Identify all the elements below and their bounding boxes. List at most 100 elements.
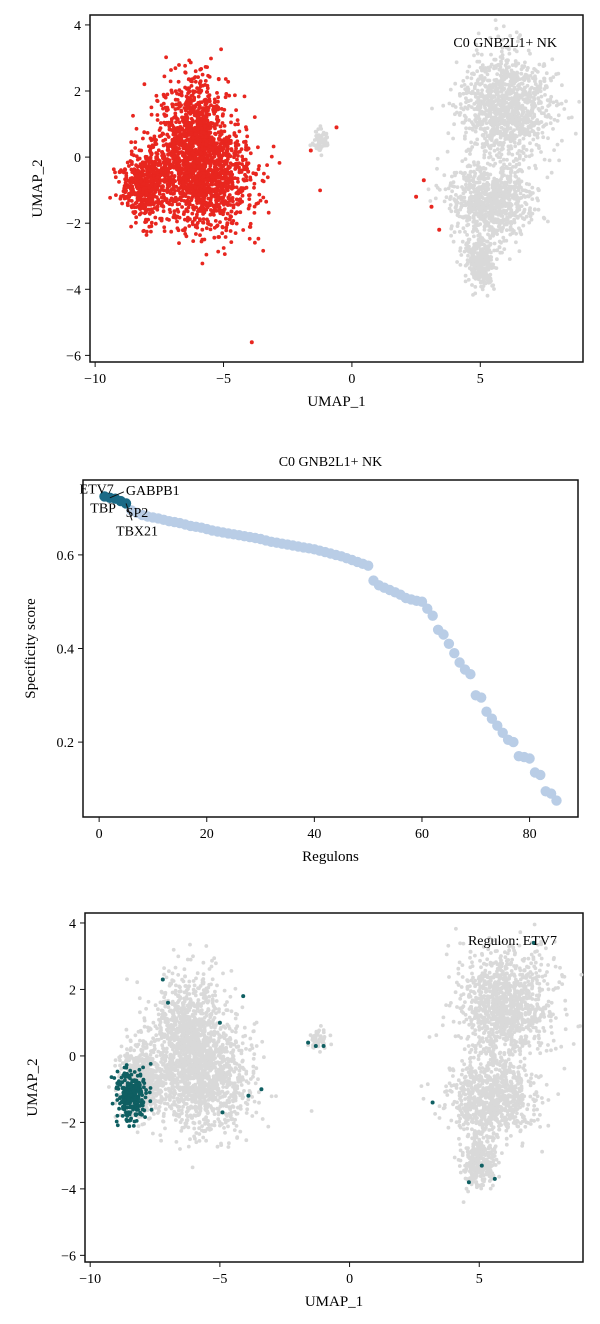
highlighted-cell bbox=[169, 119, 174, 124]
background-cell bbox=[519, 195, 524, 200]
background-cell bbox=[573, 131, 578, 136]
highlighted-cell bbox=[172, 165, 177, 170]
highlighted-cell bbox=[194, 232, 198, 236]
background-cell bbox=[482, 149, 487, 154]
background-cell bbox=[488, 241, 493, 246]
highlighted-cell bbox=[180, 115, 184, 120]
background-cell bbox=[498, 170, 503, 175]
background-cell bbox=[468, 170, 473, 175]
highlighted-cell bbox=[149, 138, 154, 143]
background-cell bbox=[501, 24, 506, 29]
highlighted-cell bbox=[222, 162, 227, 167]
highlighted-cell bbox=[235, 157, 239, 162]
highlighted-cell bbox=[154, 138, 159, 142]
regulon-point bbox=[508, 736, 519, 748]
highlighted-cell bbox=[214, 208, 219, 213]
highlighted-cell bbox=[188, 162, 193, 167]
highlighted-cell bbox=[131, 180, 135, 185]
background-cell bbox=[475, 167, 480, 172]
background-cell bbox=[535, 133, 539, 138]
highlighted-cell bbox=[172, 141, 177, 146]
background-cell bbox=[458, 246, 463, 251]
x-tick-label: 40 bbox=[307, 827, 321, 842]
background-cell bbox=[519, 232, 524, 237]
background-cell bbox=[548, 115, 553, 120]
highlighted-cell bbox=[199, 89, 203, 93]
background-cell bbox=[471, 71, 475, 76]
highlighted-cell bbox=[165, 217, 170, 221]
highlighted-cell bbox=[209, 103, 213, 107]
highlighted-cell bbox=[121, 194, 126, 199]
background-cell bbox=[522, 207, 527, 212]
background-cell bbox=[501, 201, 506, 206]
background-cell bbox=[502, 247, 507, 252]
background-cell bbox=[498, 129, 503, 134]
background-cell bbox=[460, 239, 465, 244]
highlighted-cell bbox=[197, 104, 202, 108]
background-cell bbox=[527, 124, 531, 129]
highlighted-cell bbox=[197, 192, 201, 197]
background-cell bbox=[530, 116, 535, 120]
highlighted-cell bbox=[192, 178, 196, 183]
background-cell bbox=[499, 59, 503, 64]
highlighted-cell bbox=[203, 65, 208, 69]
highlighted-cell bbox=[157, 192, 162, 196]
background-cell bbox=[476, 176, 481, 181]
background-cell bbox=[463, 136, 467, 141]
highlighted-cell bbox=[149, 229, 153, 234]
background-cell bbox=[480, 215, 485, 220]
highlighted-cell bbox=[117, 180, 121, 184]
background-cell bbox=[514, 202, 518, 206]
background-cell bbox=[497, 222, 502, 227]
highlighted-cell bbox=[152, 170, 156, 175]
highlighted-cell bbox=[229, 214, 234, 219]
background-cell bbox=[481, 202, 485, 207]
background-cell bbox=[494, 26, 499, 31]
highlighted-cell bbox=[195, 179, 200, 184]
background-cell bbox=[505, 186, 510, 191]
highlighted-cell bbox=[154, 195, 159, 200]
background-cell bbox=[481, 101, 486, 106]
background-cell bbox=[543, 93, 547, 97]
highlighted-cell bbox=[122, 186, 127, 191]
highlighted-cell bbox=[155, 99, 160, 103]
background-cell bbox=[515, 158, 519, 162]
y-tick-label: 0.4 bbox=[57, 643, 75, 658]
background-cell bbox=[312, 143, 317, 148]
background-cell bbox=[507, 220, 512, 225]
background-cell bbox=[480, 145, 485, 150]
background-cell bbox=[453, 81, 458, 86]
highlighted-cell bbox=[215, 151, 220, 156]
highlighted-cell bbox=[243, 139, 248, 144]
background-cell bbox=[513, 114, 518, 119]
background-cell bbox=[513, 191, 517, 196]
highlighted-cell bbox=[429, 204, 434, 209]
background-cell bbox=[545, 85, 549, 90]
highlighted-cell bbox=[218, 185, 223, 190]
background-cell bbox=[494, 129, 498, 134]
regulon-point bbox=[535, 769, 546, 781]
background-cell bbox=[466, 90, 471, 95]
background-cell bbox=[452, 230, 457, 235]
regulon-label: SP2 bbox=[126, 506, 149, 521]
highlighted-cell bbox=[155, 113, 160, 117]
highlighted-cell bbox=[183, 167, 187, 172]
highlighted-cell bbox=[155, 168, 160, 173]
background-cell bbox=[476, 199, 481, 204]
highlighted-cell bbox=[212, 100, 217, 105]
highlighted-cell bbox=[204, 106, 208, 111]
background-cell bbox=[555, 119, 560, 123]
highlighted-cell bbox=[277, 161, 282, 165]
background-cell bbox=[542, 216, 547, 221]
highlighted-cell bbox=[169, 88, 174, 93]
highlighted-cell bbox=[207, 93, 212, 98]
background-cell bbox=[453, 105, 458, 109]
x-axis-label: Regulons bbox=[302, 849, 359, 865]
highlighted-cell bbox=[156, 148, 161, 153]
highlighted-cell bbox=[265, 163, 269, 168]
highlighted-cell bbox=[161, 209, 166, 214]
background-cell bbox=[213, 989, 217, 994]
highlighted-cell bbox=[200, 184, 204, 189]
highlighted-cell bbox=[191, 203, 195, 208]
